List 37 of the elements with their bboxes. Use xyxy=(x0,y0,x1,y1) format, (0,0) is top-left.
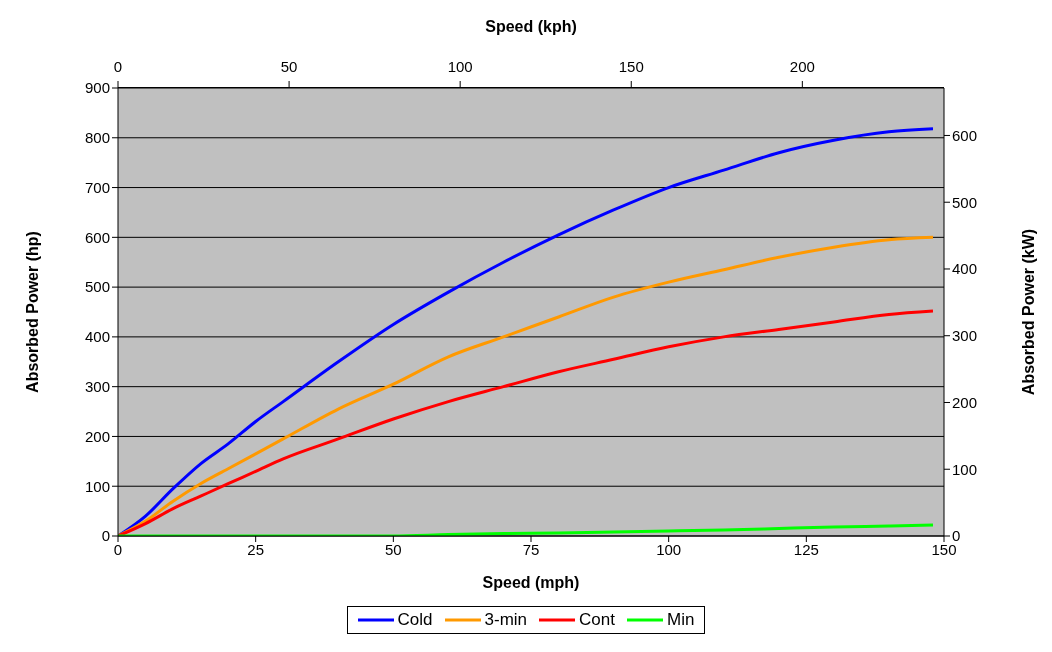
y2-tick-label: 100 xyxy=(952,460,978,478)
y-tick-label: 300 xyxy=(84,377,110,395)
y-tick-label: 500 xyxy=(84,278,110,296)
line-series xyxy=(118,309,935,536)
x-tick-label: 75 xyxy=(522,540,540,558)
x-tick-label: 100 xyxy=(656,540,682,558)
x2-tick-label: 50 xyxy=(280,58,298,75)
x2-tick-label: 0 xyxy=(113,58,123,75)
legend-label: Cold xyxy=(397,610,433,630)
x-tick-label: 125 xyxy=(793,540,819,558)
y-tick-label: 400 xyxy=(84,328,110,346)
y-tick-label: 100 xyxy=(84,477,110,495)
x-tick-label: 25 xyxy=(247,540,265,558)
x-axis-title: Speed (mph) xyxy=(482,574,580,591)
y-tick-label: 700 xyxy=(84,178,110,196)
y2-tick-label: 600 xyxy=(952,126,978,144)
y-tick-label: 0 xyxy=(101,527,110,545)
y2-axis-title: Absorbed Power (kW) xyxy=(1019,228,1037,396)
y-tick-label: 600 xyxy=(84,228,110,246)
y-tick-label: 900 xyxy=(84,79,110,97)
y-tick-label: 800 xyxy=(84,129,110,147)
y-axis-title: Absorbed Power (hp) xyxy=(23,231,41,393)
x2-tick-label: 100 xyxy=(447,58,473,75)
y2-tick-label: 500 xyxy=(952,193,978,211)
line-series xyxy=(118,127,935,536)
y2-tick-label: 200 xyxy=(952,393,978,411)
y2-tick-label: 400 xyxy=(952,260,978,278)
legend-label: Min xyxy=(667,610,695,630)
y2-tick-label: 300 xyxy=(952,327,978,345)
x-tick-label: 0 xyxy=(113,540,123,558)
legend-label: 3-min xyxy=(484,610,528,630)
x2-tick-label: 200 xyxy=(789,58,815,75)
x2-tick-label: 150 xyxy=(618,58,644,75)
legend-label: Cont xyxy=(579,610,615,630)
x-tick-label: 50 xyxy=(384,540,402,558)
y-tick-label: 200 xyxy=(84,427,110,445)
x2-axis-title: Speed (kph) xyxy=(485,18,577,35)
